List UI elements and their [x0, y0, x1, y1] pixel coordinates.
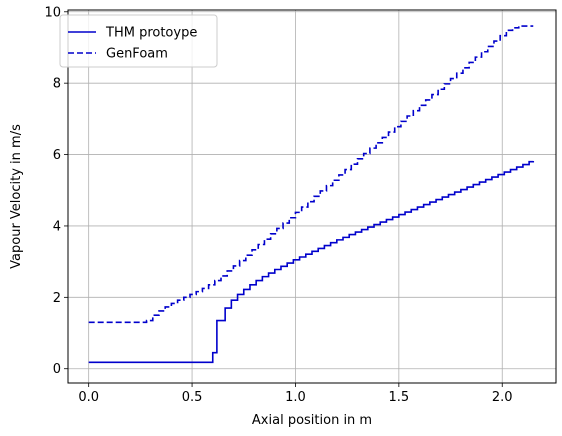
x-tick-label: 0.5	[182, 390, 203, 405]
plot-lines	[88, 25, 535, 364]
y-tick-label: 4	[53, 219, 61, 234]
plot-frame	[67, 9, 557, 384]
y-tick-label: 0	[53, 362, 61, 377]
legend-label: GenFoam	[106, 47, 168, 62]
y-axis-label: Vapour Velocity in m/s	[9, 124, 24, 269]
x-tick-label: 2.0	[492, 390, 513, 405]
y-axis: 0 2 4 6 8 10	[44, 5, 68, 377]
legend: THM protoype GenFoam	[59, 14, 218, 68]
grid-lines	[68, 10, 556, 383]
x-tick-label: 1.5	[389, 390, 410, 405]
y-tick-label: 8	[53, 77, 61, 92]
x-axis: 0.0 0.5 1.0 1.5 2.0	[78, 383, 513, 405]
legend-box	[59, 14, 218, 68]
legend-label: THM protoype	[105, 26, 197, 41]
y-tick-label: 6	[53, 148, 61, 163]
y-tick-label: 2	[53, 291, 61, 306]
x-tick-label: 1.0	[285, 390, 306, 405]
series-line-2	[88, 25, 534, 324]
series-line-1	[88, 160, 535, 364]
x-tick-label: 0.0	[78, 390, 99, 405]
x-axis-label: Axial position in m	[252, 413, 372, 428]
y-tick-label: 10	[44, 5, 61, 20]
